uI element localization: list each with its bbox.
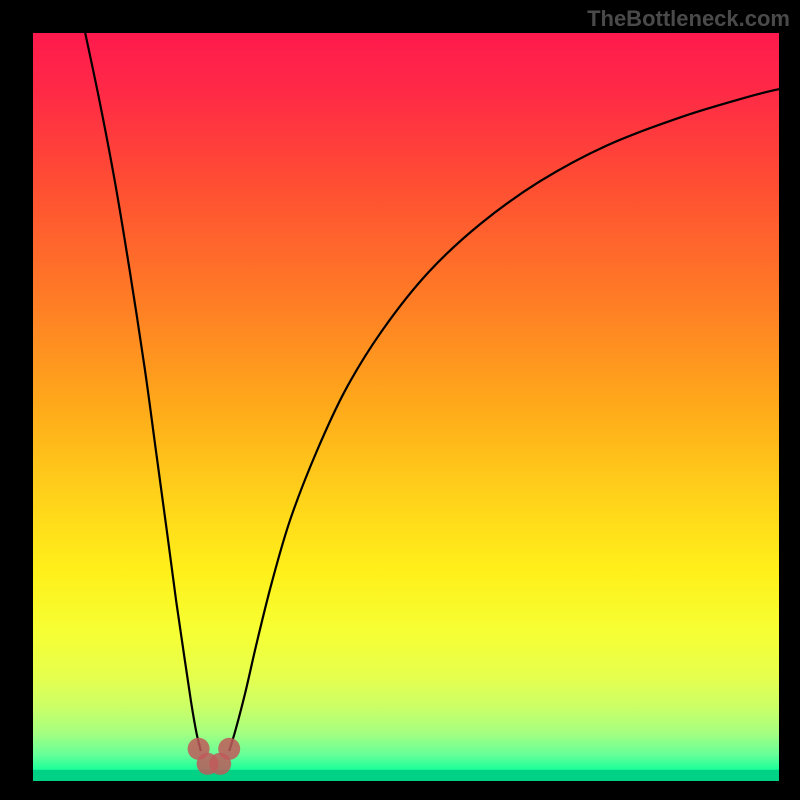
trough-markers	[188, 738, 241, 775]
curve-left-branch	[85, 33, 201, 751]
trough-marker	[218, 738, 240, 760]
curve-layer	[33, 33, 779, 781]
plot-area	[33, 33, 779, 781]
watermark-text: TheBottleneck.com	[587, 6, 790, 32]
curve-right-branch	[229, 89, 779, 751]
